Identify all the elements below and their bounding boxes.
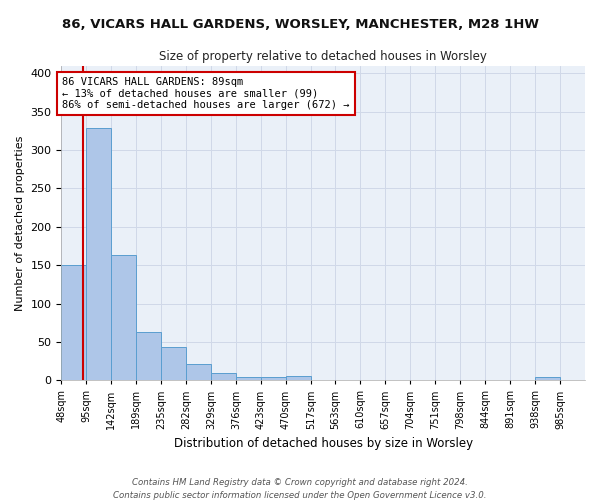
Bar (535, 377, 560, 380)
X-axis label: Distribution of detached houses by size in Worsley: Distribution of detached houses by size … (173, 437, 473, 450)
Bar (86, 128, 112, 380)
Bar (286, 376, 311, 380)
Bar (211, 372, 236, 380)
Y-axis label: Number of detached properties: Number of detached properties (15, 135, 25, 310)
Text: 86 VICARS HALL GARDENS: 89sqm
← 13% of detached houses are smaller (99)
86% of s: 86 VICARS HALL GARDENS: 89sqm ← 13% of d… (62, 77, 350, 110)
Bar (112, 255, 136, 380)
Bar (261, 377, 286, 380)
Bar (61, 265, 86, 380)
Bar (186, 364, 211, 380)
Text: Contains HM Land Registry data © Crown copyright and database right 2024.
Contai: Contains HM Land Registry data © Crown c… (113, 478, 487, 500)
Title: Size of property relative to detached houses in Worsley: Size of property relative to detached ho… (159, 50, 487, 63)
Text: 86, VICARS HALL GARDENS, WORSLEY, MANCHESTER, M28 1HW: 86, VICARS HALL GARDENS, WORSLEY, MANCHE… (62, 18, 539, 30)
Bar (236, 377, 261, 380)
Bar (161, 348, 186, 380)
Bar (136, 332, 161, 380)
